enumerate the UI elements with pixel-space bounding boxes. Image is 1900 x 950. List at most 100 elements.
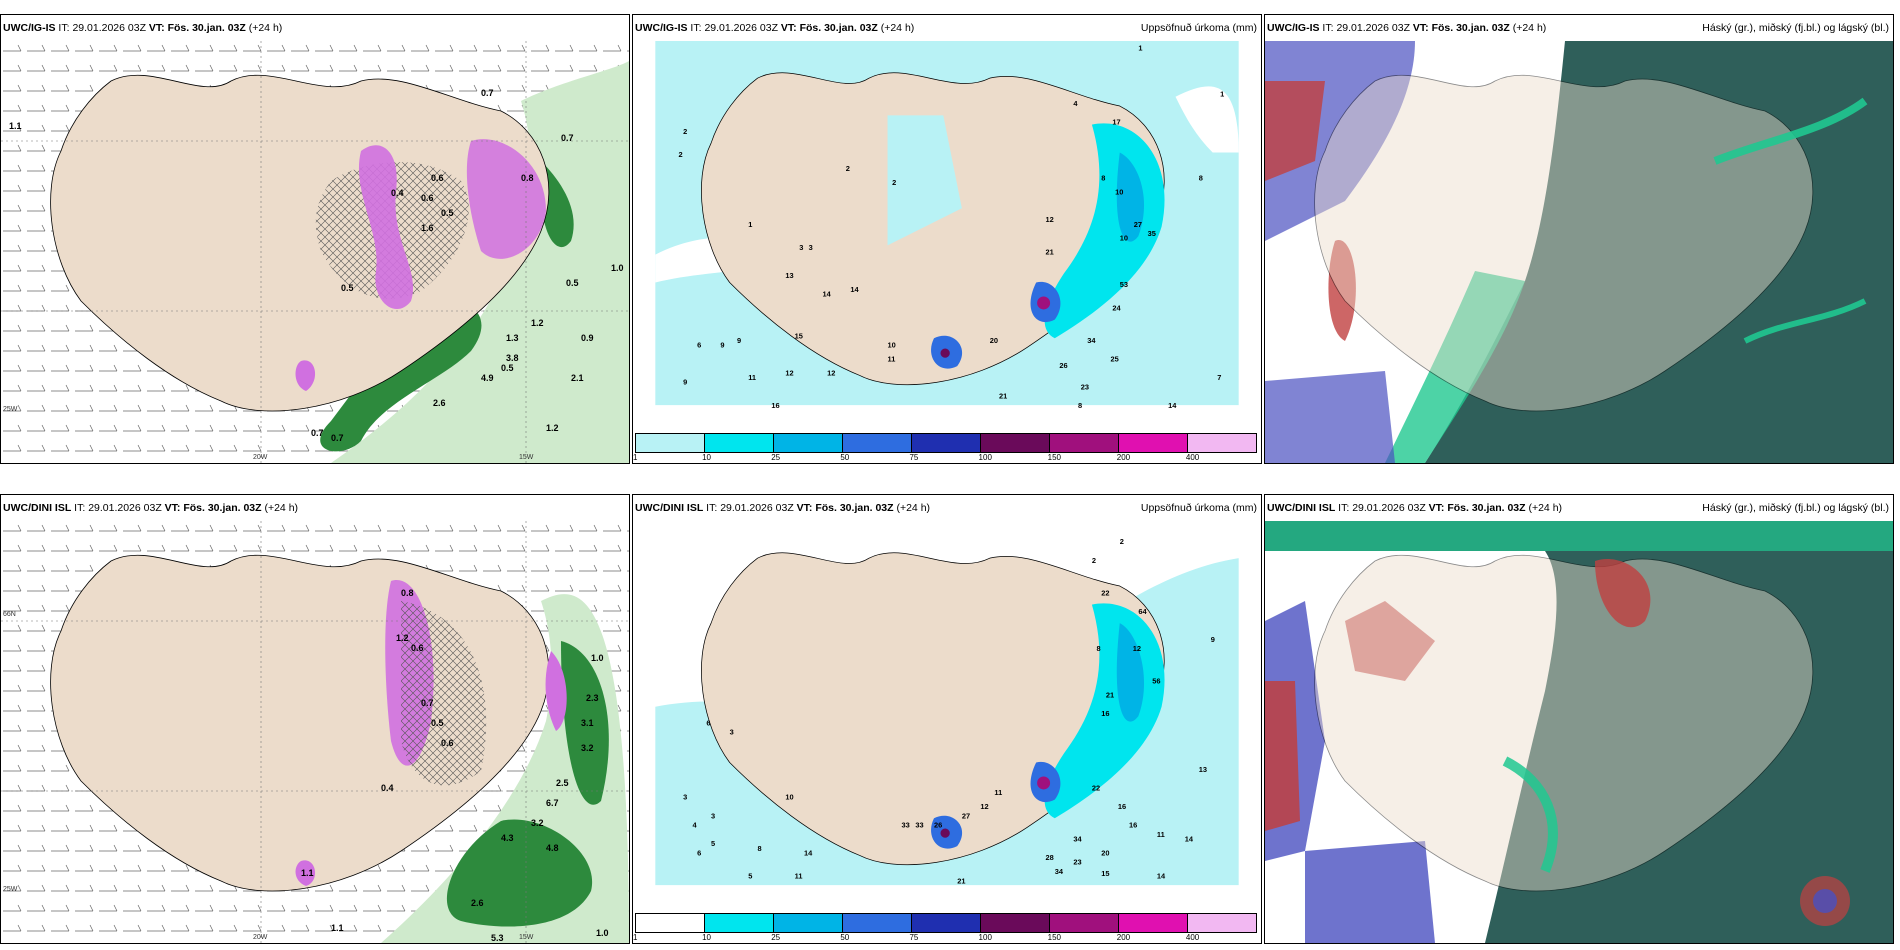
svg-text:10: 10 bbox=[1120, 234, 1128, 243]
lead-time: (+24 h) bbox=[880, 22, 915, 34]
svg-text:11: 11 bbox=[1157, 830, 1165, 839]
lead-time: (+24 h) bbox=[1512, 22, 1547, 34]
svg-text:13: 13 bbox=[785, 271, 793, 280]
colorbar-tick: 75 bbox=[909, 453, 919, 462]
it-value: 29.01.2026 03Z bbox=[720, 502, 794, 514]
colorbar-tick: 100 bbox=[978, 933, 992, 942]
colorbar-segment bbox=[981, 434, 1050, 452]
svg-text:14: 14 bbox=[1185, 834, 1194, 843]
svg-text:12: 12 bbox=[827, 368, 835, 377]
colorbar-tick: 150 bbox=[1047, 933, 1062, 942]
vt-label: VT: bbox=[796, 502, 813, 514]
svg-text:8: 8 bbox=[1199, 173, 1203, 182]
cloud-green-band bbox=[1385, 271, 1525, 463]
precip-max bbox=[1037, 776, 1051, 790]
svg-text:21: 21 bbox=[999, 392, 1007, 401]
colorbar-tick: 25 bbox=[771, 933, 781, 942]
lon-label-25w: 25W bbox=[3, 886, 18, 893]
wind-map: 0.7 0.8 0.6 0.5 1.0 0.9 0.7 1.3 1.2 0.5 … bbox=[1, 41, 629, 463]
svg-text:12: 12 bbox=[1133, 644, 1141, 653]
panel-dini-precip: UWC/DINI ISL IT: 29.01.2026 03Z VT: Fös.… bbox=[632, 494, 1262, 944]
vt-label: VT: bbox=[148, 22, 165, 34]
svg-text:8: 8 bbox=[758, 844, 762, 853]
svg-text:33: 33 bbox=[901, 821, 909, 830]
colorbar-segment bbox=[705, 434, 774, 452]
it-value: 29.01.2026 03Z bbox=[88, 502, 162, 514]
svg-text:1: 1 bbox=[1220, 90, 1224, 99]
colorbar-segment bbox=[843, 434, 912, 452]
svg-text:17: 17 bbox=[1112, 118, 1120, 127]
svg-text:1.1: 1.1 bbox=[9, 121, 22, 131]
svg-text:12: 12 bbox=[1045, 215, 1053, 224]
svg-text:1.2: 1.2 bbox=[531, 318, 544, 328]
svg-text:6.7: 6.7 bbox=[546, 798, 559, 808]
svg-text:21: 21 bbox=[1045, 248, 1053, 257]
iceland-land bbox=[1314, 554, 1814, 892]
svg-text:12: 12 bbox=[980, 802, 988, 811]
colorbar-segment bbox=[705, 914, 774, 932]
svg-text:0.9: 0.9 bbox=[581, 333, 594, 343]
colorbar-tick: 200 bbox=[1116, 933, 1131, 942]
svg-text:2: 2 bbox=[892, 178, 896, 187]
svg-text:3: 3 bbox=[809, 243, 813, 252]
svg-text:2: 2 bbox=[1120, 537, 1124, 546]
it-label: IT: bbox=[58, 22, 70, 34]
model-name: UWC/IG-IS bbox=[635, 22, 688, 34]
panel-header: UWC/IG-IS IT: 29.01.2026 03Z VT: Fös. 30… bbox=[633, 15, 1261, 41]
svg-text:4.8: 4.8 bbox=[546, 843, 559, 853]
colorbar-segment bbox=[843, 914, 912, 932]
panel-header: UWC/IG-IS IT: 29.01.2026 03Z VT: Fös. 30… bbox=[1, 15, 629, 41]
vt-value: Fös. 30.jan. 03Z bbox=[1447, 502, 1526, 514]
precip-east-heavy bbox=[1116, 152, 1145, 242]
precip-inland bbox=[887, 115, 962, 246]
colorbar-tick: 1 bbox=[633, 453, 638, 462]
colorbar-tick: 400 bbox=[1185, 453, 1200, 462]
panel-igis-clouds: UWC/IG-IS IT: 29.01.2026 03Z VT: Fös. 30… bbox=[1264, 14, 1894, 464]
svg-text:6: 6 bbox=[697, 848, 701, 857]
rain-region-east bbox=[561, 641, 609, 805]
svg-text:2: 2 bbox=[846, 164, 850, 173]
svg-text:64: 64 bbox=[1138, 607, 1147, 616]
svg-text:14: 14 bbox=[823, 289, 832, 298]
colorbar-segment bbox=[774, 914, 843, 932]
iceland-land bbox=[50, 74, 550, 412]
hatched-region bbox=[401, 601, 487, 786]
it-value: 29.01.2026 03Z bbox=[1336, 22, 1410, 34]
colorbar-segment bbox=[912, 434, 981, 452]
svg-text:0.6: 0.6 bbox=[411, 643, 424, 653]
panel-header: UWC/DINI ISL IT: 29.01.2026 03Z VT: Fös.… bbox=[633, 495, 1261, 521]
colorbar-tick: 100 bbox=[978, 453, 992, 462]
svg-text:3: 3 bbox=[730, 728, 734, 737]
svg-text:16: 16 bbox=[1118, 802, 1126, 811]
svg-text:0.4: 0.4 bbox=[391, 188, 404, 198]
panel-igis-wind: UWC/IG-IS IT: 29.01.2026 03Z VT: Fös. 30… bbox=[0, 14, 630, 464]
svg-text:21: 21 bbox=[1106, 690, 1114, 699]
lead-time: (+24 h) bbox=[896, 502, 931, 514]
svg-text:0.5: 0.5 bbox=[501, 363, 514, 373]
svg-text:3.1: 3.1 bbox=[581, 718, 594, 728]
svg-text:35: 35 bbox=[1148, 229, 1156, 238]
iceland-land bbox=[1314, 74, 1814, 412]
it-value: 29.01.2026 03Z bbox=[72, 22, 146, 34]
panel-igis-precip: UWC/IG-IS IT: 29.01.2026 03Z VT: Fös. 30… bbox=[632, 14, 1262, 464]
svg-text:0.5: 0.5 bbox=[431, 718, 444, 728]
svg-text:14: 14 bbox=[1168, 401, 1177, 410]
svg-text:6: 6 bbox=[697, 341, 701, 350]
vt-value: Fös. 30.jan. 03Z bbox=[167, 22, 246, 34]
svg-text:0.5: 0.5 bbox=[341, 283, 354, 293]
colorbar-tick: 200 bbox=[1116, 453, 1131, 462]
colorbar-ticks: 1 10 25 50 75 100 150 200 400 bbox=[633, 453, 1257, 463]
colorbar-tick: 25 bbox=[771, 453, 781, 462]
svg-text:8: 8 bbox=[1078, 401, 1082, 410]
it-label: IT: bbox=[706, 502, 718, 514]
panel-header: UWC/DINI ISL IT: 29.01.2026 03Z VT: Fös.… bbox=[1265, 495, 1893, 521]
svg-text:1: 1 bbox=[1138, 43, 1142, 52]
p4-value-labels: 1.2 0.6 0.8 1.0 2.3 3.1 3.2 2.5 6.7 3.2 … bbox=[301, 588, 609, 943]
cloud-map bbox=[1265, 41, 1893, 463]
svg-text:22: 22 bbox=[1101, 588, 1109, 597]
svg-text:4: 4 bbox=[692, 821, 697, 830]
cloud-dark-region bbox=[1425, 41, 1893, 463]
cloud-dark-region bbox=[1265, 521, 1893, 943]
svg-text:1.3: 1.3 bbox=[506, 333, 519, 343]
svg-text:0.6: 0.6 bbox=[431, 173, 444, 183]
